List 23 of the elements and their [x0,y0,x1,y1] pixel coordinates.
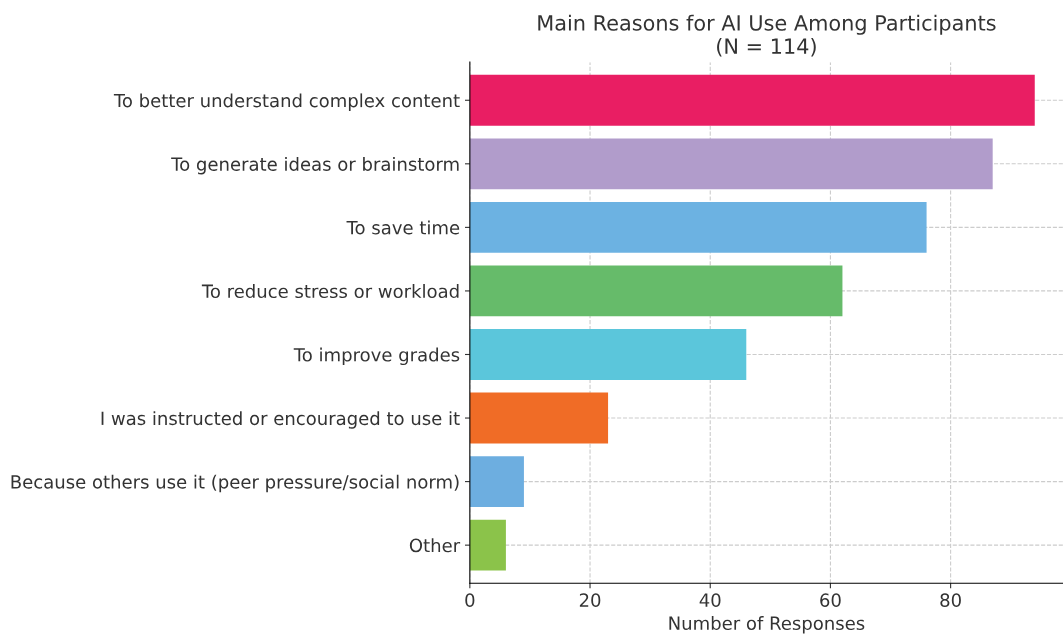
x-tick-label: 80 [940,593,961,607]
y-tick-label: To improve grades [293,347,460,366]
bar [469,456,524,508]
bar [469,519,506,571]
y-tick-label: Because others use it (peer pressure/social norm) [11,474,459,493]
x-tick-label: 20 [579,593,601,607]
y-tick-label: To better understand complex content [113,93,460,111]
bar [469,74,1035,126]
bar [469,138,993,190]
x-axis-title: Number of Responses [669,616,865,634]
y-tick-label: Other [409,538,461,553]
y-tick-label: To reduce stress or workload [201,284,459,299]
y-tick-label: To save time [346,220,460,235]
bar [469,392,609,444]
bar [469,265,843,317]
y-tick-label: To generate ideas or brainstorm [171,156,459,175]
x-tick-label: 60 [820,593,841,607]
y-tick-label: I was instructed or encouraged to use it [101,411,460,429]
chart-title: Main Reasons for AI Use Among Participants (N = 114) [538,14,996,57]
x-tick-label: 0 [465,593,475,607]
x-tick-label: 40 [699,593,721,607]
bar [469,201,927,253]
bar [469,329,747,380]
